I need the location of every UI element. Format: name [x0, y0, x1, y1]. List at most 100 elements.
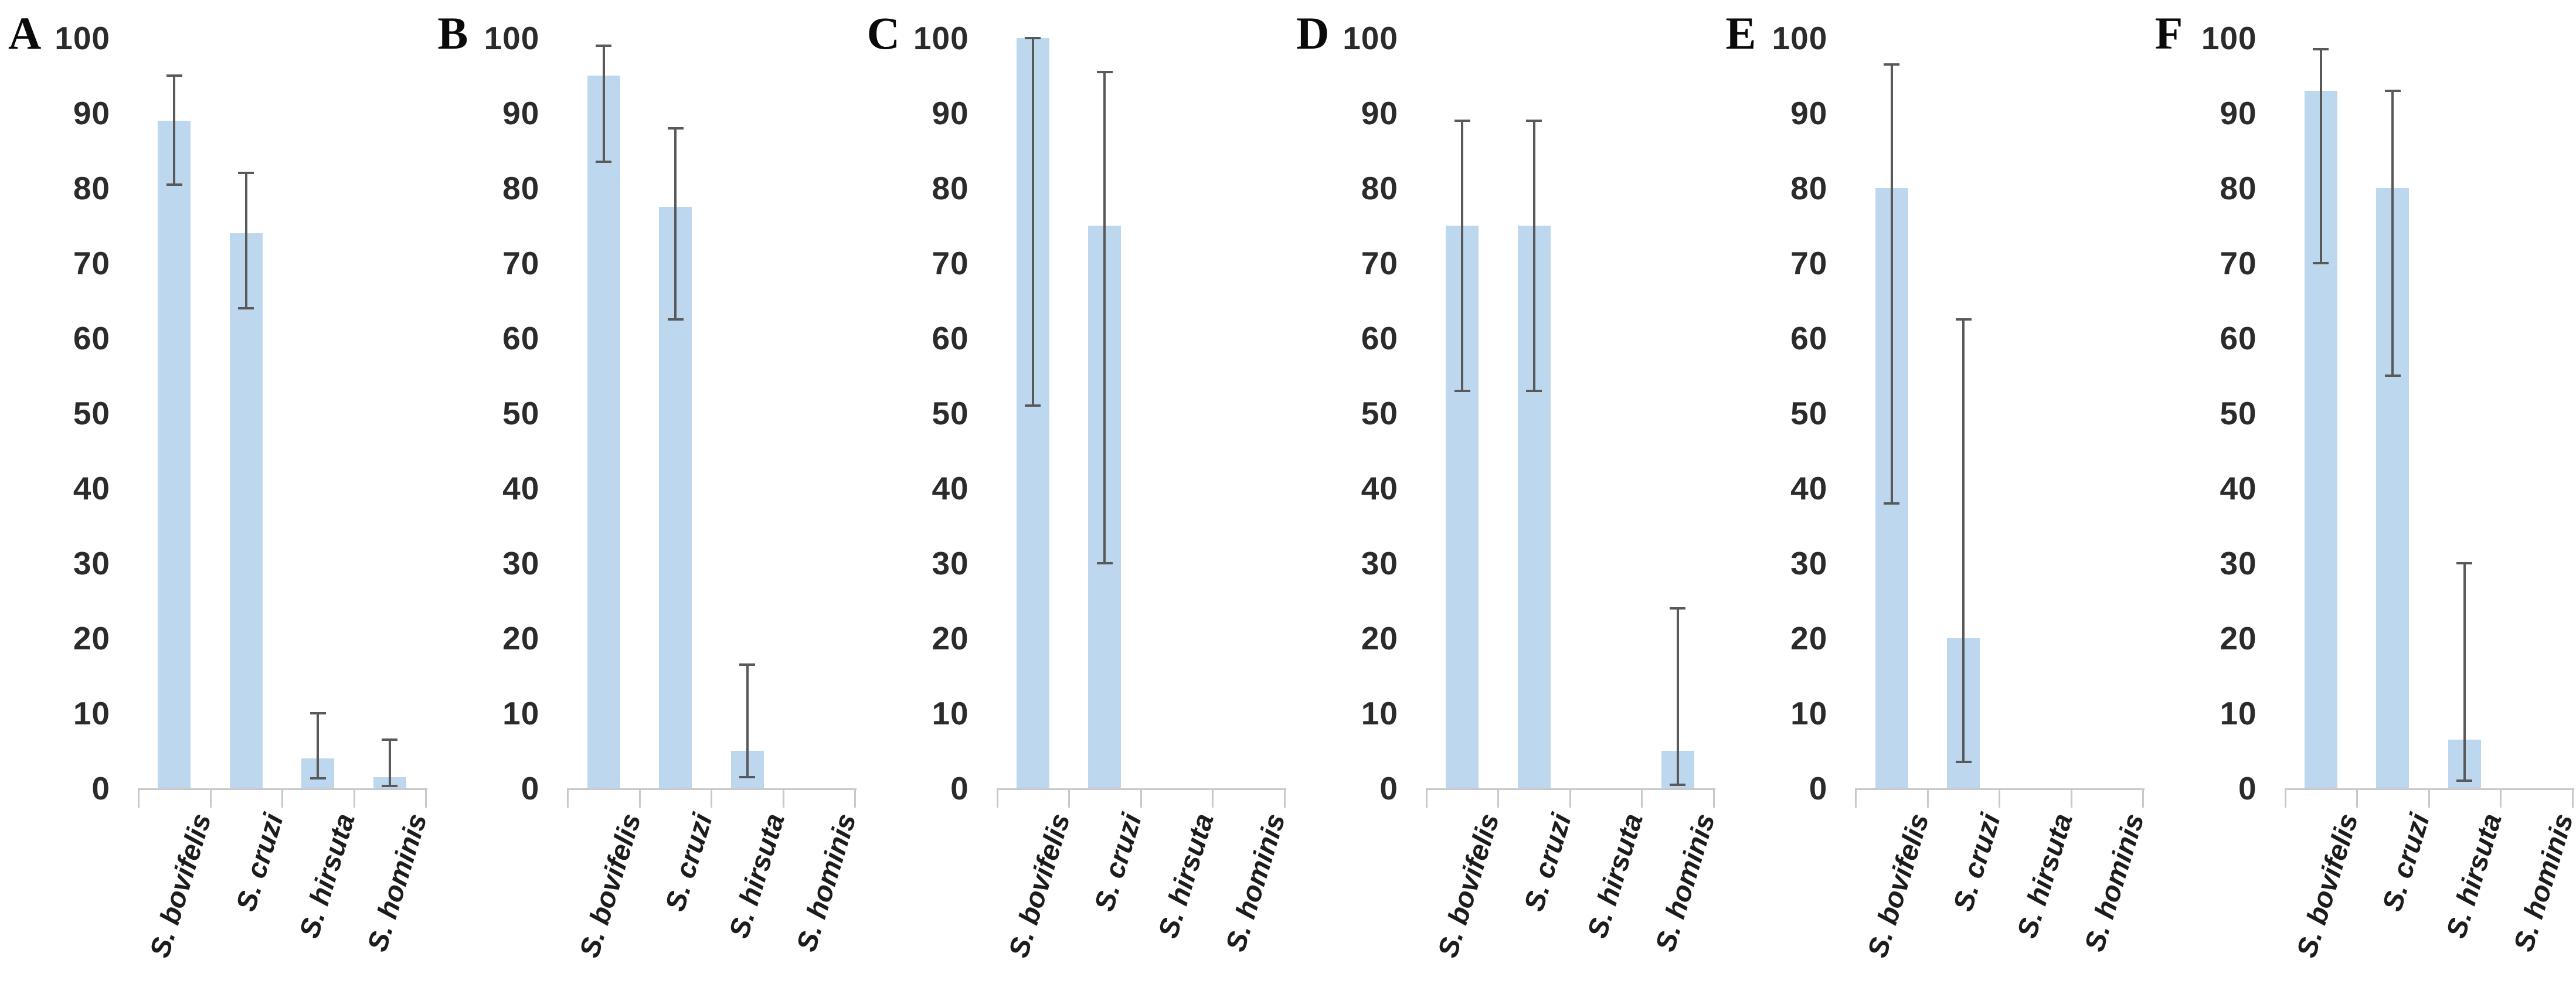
error-bar-cap [238, 172, 254, 175]
y-tick-label: 10 [2220, 695, 2257, 731]
x-category-label: S. bovifelis [1432, 810, 1506, 961]
y-tick-label: 30 [1361, 545, 1398, 581]
y-tick-label: 50 [1361, 395, 1398, 431]
x-axis-tick [567, 788, 569, 808]
bar-s-bovifelis [158, 120, 191, 788]
x-category-label: S. hirsuta [1153, 810, 1220, 942]
error-bar-line [2463, 563, 2466, 781]
error-bar-cap [166, 183, 182, 186]
error-bar-line [2391, 90, 2394, 376]
error-bar-cap [1526, 119, 1542, 122]
y-tick-label: 50 [502, 395, 540, 431]
y-tick-label: 40 [1790, 470, 1828, 506]
y-tick-label: 30 [73, 545, 110, 581]
x-axis-tick [2142, 788, 2145, 808]
error-bar-cap [2313, 262, 2329, 264]
x-category-label: S. hominis [361, 810, 433, 955]
x-axis-tick [1855, 788, 1857, 808]
error-bar-cap [2456, 562, 2473, 564]
y-tick-label: 100 [55, 20, 110, 56]
y-tick-label: 0 [1809, 770, 1828, 806]
panel-letter-C: C [866, 8, 900, 59]
y-tick-label: 90 [2220, 95, 2257, 131]
y-tick-label: 50 [932, 395, 969, 431]
y-tick-label: 100 [913, 20, 969, 56]
error-bar-cap [2313, 48, 2329, 51]
x-axis-tick [1212, 788, 1214, 808]
x-category-label: S. hirsuta [1582, 810, 1650, 942]
y-tick-label: 20 [502, 620, 540, 656]
error-bar-line [388, 739, 391, 787]
y-tick-label: 100 [1772, 20, 1828, 56]
y-tick-label: 80 [502, 170, 540, 206]
panel-A: A 0 10 20 30 40 50 60 70 80 90 100 S. bovifelis S. c… [0, 0, 433, 994]
bar-chart-plot-C: 0 10 20 30 40 50 60 70 80 90 100 S. bovifelis S. cru… [859, 0, 1292, 994]
x-category-label: S. cruzi [230, 810, 290, 915]
error-bar-line [1532, 120, 1535, 391]
y-tick-label: 90 [73, 95, 110, 131]
x-axis-tick [1569, 788, 1571, 808]
error-bar-cap [667, 127, 684, 130]
y-tick-label: 40 [932, 470, 969, 506]
y-tick-label: 60 [2220, 320, 2257, 356]
y-tick-label: 20 [1361, 620, 1398, 656]
error-bar-line [244, 173, 247, 308]
error-bar-line [2319, 49, 2322, 263]
y-tick-label: 10 [1361, 695, 1398, 731]
y-tick-label: 30 [932, 545, 969, 581]
error-bar-line [1676, 608, 1679, 785]
error-bar-cap [1025, 37, 1041, 39]
error-bar-line [1962, 319, 1965, 762]
x-axis-tick [1068, 788, 1070, 808]
x-axis-tick [711, 788, 713, 808]
y-tick-label: 10 [502, 695, 540, 731]
error-bar-line [1103, 72, 1106, 563]
error-bar-cap [596, 161, 612, 164]
x-axis-tick [2500, 788, 2502, 808]
error-bar-cap [1955, 761, 1972, 764]
bar-s-bovifelis [587, 76, 620, 788]
y-tick-label: 80 [1790, 170, 1828, 206]
x-axis-tick [2571, 788, 2574, 808]
error-bar-cap [667, 318, 684, 321]
error-bar-line [173, 76, 176, 185]
error-bar-line [1031, 38, 1034, 406]
error-bar-cap [310, 712, 326, 714]
y-tick-label: 50 [1790, 395, 1828, 431]
y-tick-label: 70 [73, 245, 110, 281]
y-tick-label: 20 [2220, 620, 2257, 656]
y-tick-label: 60 [1790, 320, 1828, 356]
bar-s-cruzi [229, 233, 263, 788]
y-tick-label: 0 [2238, 770, 2257, 806]
error-bar-line [602, 45, 605, 162]
bar-chart-plot-A: 0 10 20 30 40 50 60 70 80 90 100 S. bovifelis S. cru… [0, 0, 433, 994]
y-tick-label: 0 [91, 770, 110, 806]
x-category-label: S. bovifelis [2290, 810, 2364, 961]
x-axis-tick [1283, 788, 1286, 808]
bar-chart-plot-E: 0 10 20 30 40 50 60 70 80 90 100 S. bovifelis S. cru… [1717, 0, 2150, 994]
panel-D: D 0 10 20 30 40 50 60 70 80 90 100 S. bovifelis S. c… [1288, 0, 1721, 994]
x-category-label: S. hirsuta [294, 810, 362, 942]
x-category-label: S. cruzi [1518, 810, 1578, 915]
error-bar-cap [238, 307, 254, 309]
y-tick-label: 20 [1790, 620, 1828, 656]
error-bar-cap [1096, 70, 1113, 73]
y-tick-label: 40 [73, 470, 110, 506]
x-axis-tick [2356, 788, 2358, 808]
x-axis-tick [425, 788, 427, 808]
y-tick-label: 100 [484, 20, 540, 56]
x-category-label: S. bovifelis [144, 810, 218, 961]
panel-C: C 0 10 20 30 40 50 60 70 80 90 100 S. bovifelis S. c… [859, 0, 1292, 994]
error-bar-line [317, 713, 320, 779]
x-category-label: S. hominis [1220, 810, 1292, 955]
error-bar-cap [2456, 779, 2473, 782]
x-category-label: S. cruzi [1948, 810, 2007, 915]
x-axis-tick [209, 788, 212, 808]
panel-B: B 0 10 20 30 40 50 60 70 80 90 100 S. bovifelis S. c… [429, 0, 862, 994]
error-bar-cap [1526, 389, 1542, 392]
x-axis-tick [1926, 788, 1929, 808]
x-axis-tick [2428, 788, 2430, 808]
y-tick-label: 90 [932, 95, 969, 131]
x-axis-tick [638, 788, 641, 808]
